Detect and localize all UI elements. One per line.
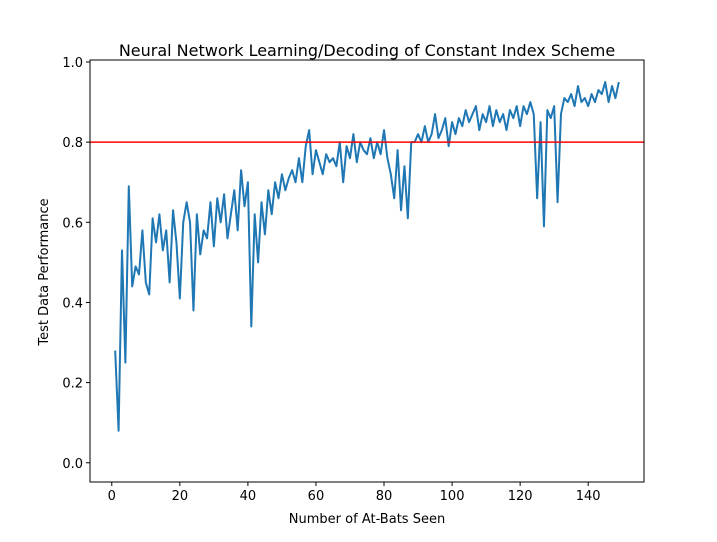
y-tick-label: 0.2 — [62, 377, 83, 392]
y-tick-label: 0.6 — [62, 216, 83, 231]
y-tick-label: 0.4 — [62, 296, 83, 311]
y-tick-label: 1.0 — [62, 56, 83, 71]
y-axis-label: Test Data Performance — [37, 198, 52, 346]
x-tick-label: 120 — [508, 489, 533, 504]
x-tick-label: 140 — [576, 489, 601, 504]
chart-title: Neural Network Learning/Decoding of Cons… — [119, 41, 615, 60]
x-tick-label: 0 — [108, 489, 116, 504]
x-tick-label: 20 — [172, 489, 189, 504]
x-tick-label: 80 — [376, 489, 393, 504]
y-tick-label: 0.8 — [62, 136, 83, 151]
x-tick-label: 40 — [240, 489, 257, 504]
x-tick-label: 60 — [308, 489, 325, 504]
y-tick-label: 0.0 — [62, 457, 83, 472]
x-tick-label: 100 — [440, 489, 465, 504]
plot-frame — [89, 59, 645, 483]
x-axis-label: Number of At-Bats Seen — [289, 512, 445, 527]
data-line — [114, 81, 620, 432]
